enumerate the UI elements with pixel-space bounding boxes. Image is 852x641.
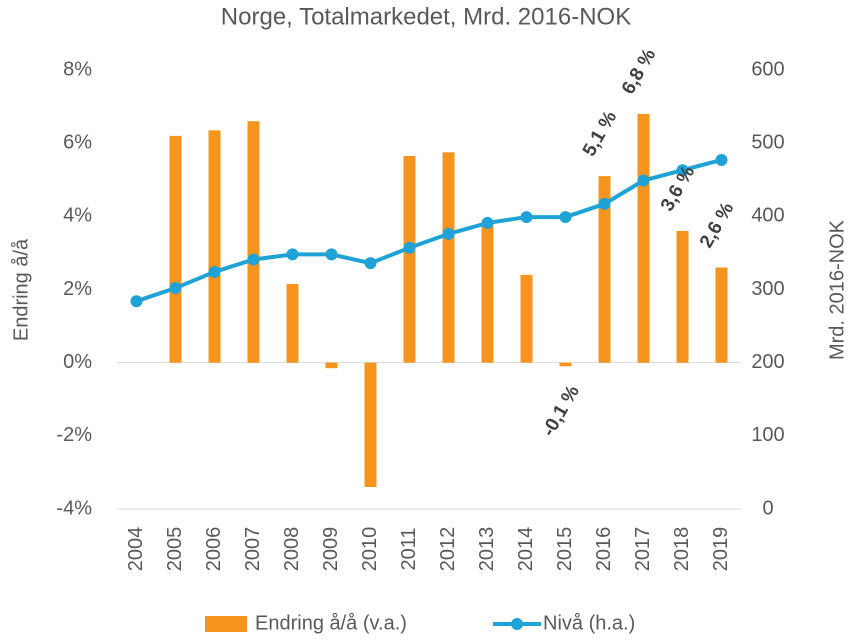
legend-swatch	[205, 616, 247, 632]
y2-tick-label: 400	[751, 205, 784, 227]
y2-tick-label: 300	[751, 278, 784, 300]
bar	[286, 284, 299, 363]
x-tick-label: 2014	[515, 527, 537, 572]
legend-label: Endring å/å (v.a.)	[255, 612, 407, 634]
y2-tick-label: 0	[762, 497, 773, 519]
bar	[715, 267, 728, 363]
line-point	[559, 211, 572, 224]
x-tick-label: 2009	[320, 527, 342, 572]
x-tick-label: 2011	[398, 527, 420, 570]
legend-swatch	[511, 618, 523, 630]
y2-tick-label: 500	[751, 131, 784, 153]
x-tick-label: 2015	[554, 527, 576, 572]
bar	[364, 362, 377, 488]
bar	[598, 176, 611, 363]
bar	[247, 121, 260, 363]
y2-tick-label: 200	[751, 351, 784, 373]
x-tick-label: 2019	[710, 527, 732, 572]
x-tick-label: 2013	[476, 527, 498, 572]
y-tick-label: -4%	[56, 497, 92, 519]
line-point	[247, 253, 260, 266]
y-tick-label: 6%	[63, 131, 92, 153]
data-label: 3,6 %	[657, 162, 700, 215]
line-point	[442, 227, 455, 240]
bar	[676, 230, 689, 363]
bar	[442, 152, 455, 363]
x-tick-label: 2018	[671, 527, 693, 572]
line	[135, 158, 723, 304]
bar	[403, 155, 416, 363]
x-tick-label: 2017	[632, 527, 654, 572]
chart-title: Norge, Totalmarkedet, Mrd. 2016-NOK	[221, 3, 631, 30]
y-tick-label: 2%	[63, 278, 92, 300]
y-axis-label: Endring å/å	[10, 238, 32, 341]
x-tick-label: 2005	[164, 527, 186, 572]
data-label: 6,8 %	[618, 45, 661, 98]
bar	[325, 362, 338, 369]
line-point	[715, 153, 728, 166]
line-point	[208, 265, 221, 278]
y-tick-label: 8%	[63, 58, 92, 80]
data-label: -0,1 %	[538, 382, 584, 440]
x-tick-label: 2016	[593, 527, 615, 572]
line-point	[169, 282, 182, 295]
bar	[481, 225, 494, 363]
y-tick-label: 0%	[63, 351, 92, 373]
bar	[169, 135, 182, 363]
y2-tick-label: 600	[751, 58, 784, 80]
bar	[559, 362, 572, 367]
line-point	[403, 241, 416, 254]
line-point	[637, 174, 650, 187]
legend-label: Nivå (h.a.)	[543, 612, 635, 634]
line-point	[286, 248, 299, 261]
line-point	[130, 295, 143, 308]
x-tick-label: 2010	[359, 527, 381, 572]
x-tick-label: 2004	[125, 527, 147, 572]
x-tick-label: 2012	[437, 527, 459, 572]
line-point	[598, 197, 611, 210]
bar	[637, 113, 650, 363]
x-tick-label: 2008	[281, 527, 303, 572]
data-label: 5,1 %	[579, 107, 622, 160]
y2-tick-label: 100	[751, 424, 784, 446]
x-tick-label: 2007	[242, 527, 264, 572]
x-tick-label: 2006	[203, 527, 225, 572]
line-point	[520, 211, 533, 224]
y-tick-label: -2%	[56, 424, 92, 446]
line-point	[676, 164, 689, 177]
bar	[208, 130, 221, 363]
y2-axis-label: Mrd. 2016-NOK	[826, 219, 848, 360]
data-label: 2,6 %	[696, 199, 739, 252]
line-point	[364, 257, 377, 270]
bar	[520, 274, 533, 363]
y-tick-label: 4%	[63, 205, 92, 227]
line-point	[481, 216, 494, 229]
line-point	[325, 248, 338, 261]
